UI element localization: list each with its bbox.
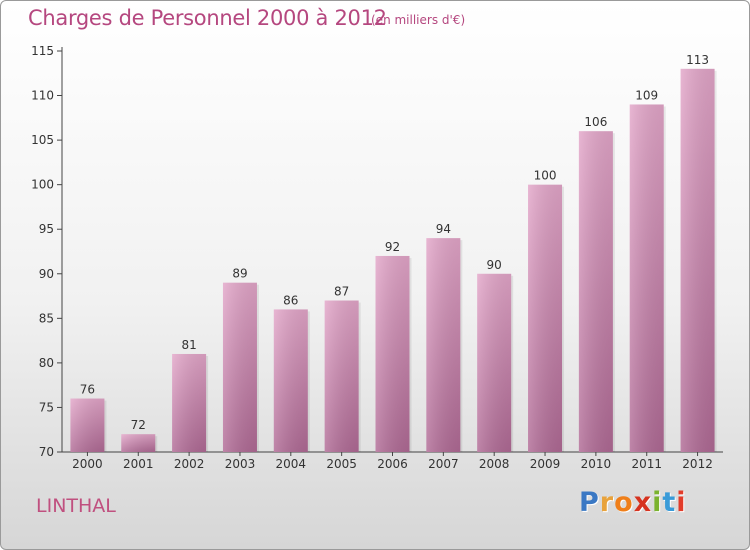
y-tick-label: 100 bbox=[31, 178, 54, 192]
bar-value-label: 72 bbox=[131, 418, 146, 432]
logo-letter: i bbox=[676, 487, 687, 518]
bar-highlight bbox=[70, 398, 105, 452]
y-tick-label: 110 bbox=[31, 89, 54, 103]
y-tick-label: 105 bbox=[31, 133, 54, 147]
logo-letter: P bbox=[579, 487, 600, 518]
bar-highlight bbox=[629, 104, 664, 452]
x-tick-label: 2008 bbox=[479, 457, 510, 471]
y-tick-label: 80 bbox=[39, 356, 54, 370]
bar-value-label: 113 bbox=[686, 53, 709, 67]
chart-axes: 70 75 80 85 90 95 100 105 110 115 bbox=[31, 44, 723, 459]
bar-value-label: 76 bbox=[80, 383, 95, 397]
bar-highlight bbox=[528, 184, 563, 452]
bar-value-label: 89 bbox=[232, 267, 247, 281]
bar-value-label: 86 bbox=[283, 293, 298, 307]
x-tick-label: 2000 bbox=[72, 457, 103, 471]
logo-letter: r bbox=[599, 487, 615, 518]
bar-value-label: 92 bbox=[385, 240, 400, 254]
bar-highlight bbox=[680, 68, 715, 453]
bar-value-label: 94 bbox=[436, 222, 451, 236]
bar-value-label: 90 bbox=[487, 258, 502, 272]
y-tick-label: 90 bbox=[39, 267, 54, 281]
x-tick-label: 2005 bbox=[326, 457, 357, 471]
commune-name: LINTHAL bbox=[36, 495, 116, 517]
bar-highlight bbox=[375, 255, 410, 452]
x-tick-label: 2007 bbox=[428, 457, 459, 471]
bar-highlight bbox=[121, 434, 156, 452]
x-tick-label: 2006 bbox=[377, 457, 408, 471]
bar-highlight bbox=[222, 282, 257, 452]
proxiti-logo[interactable]: Proxiti bbox=[579, 487, 687, 518]
y-tick-label: 95 bbox=[39, 222, 54, 236]
x-tick-label: 2004 bbox=[276, 457, 307, 471]
logo-letter: o bbox=[614, 487, 634, 518]
bar-value-label: 81 bbox=[181, 338, 196, 352]
bar-highlight bbox=[324, 300, 359, 452]
bar-highlight bbox=[273, 309, 308, 452]
chart-title: Charges de Personnel 2000 à 2012 bbox=[28, 6, 387, 30]
y-tick-label: 75 bbox=[39, 400, 54, 414]
logo-letter: i bbox=[652, 487, 663, 518]
y-tick-label: 70 bbox=[39, 445, 54, 459]
bar-highlight bbox=[172, 353, 207, 452]
logo-letter: x bbox=[633, 487, 653, 518]
bar-value-label: 109 bbox=[635, 88, 658, 102]
bar-highlight bbox=[477, 273, 512, 452]
chart-bars bbox=[70, 68, 717, 453]
x-tick-label: 2003 bbox=[225, 457, 256, 471]
x-tick-label: 2011 bbox=[631, 457, 662, 471]
y-tick-label: 85 bbox=[39, 311, 54, 325]
y-tick-label: 115 bbox=[31, 44, 54, 58]
bar-highlight bbox=[426, 238, 461, 452]
bar-highlight bbox=[578, 131, 613, 452]
x-tick-label: 2009 bbox=[530, 457, 561, 471]
logo-letter: t bbox=[662, 487, 677, 518]
chart-labels: 76 2000 72 2001 81 2002 89 2003 86 2004 87 2005 92 20… bbox=[72, 53, 713, 471]
x-tick-label: 2010 bbox=[581, 457, 612, 471]
chart-subtitle: (en milliers d'€) bbox=[371, 13, 466, 27]
x-tick-label: 2001 bbox=[123, 457, 154, 471]
bar-value-label: 87 bbox=[334, 285, 349, 299]
x-tick-label: 2002 bbox=[174, 457, 205, 471]
bar-value-label: 100 bbox=[534, 169, 557, 183]
x-tick-label: 2012 bbox=[682, 457, 713, 471]
bar-value-label: 106 bbox=[584, 115, 607, 129]
